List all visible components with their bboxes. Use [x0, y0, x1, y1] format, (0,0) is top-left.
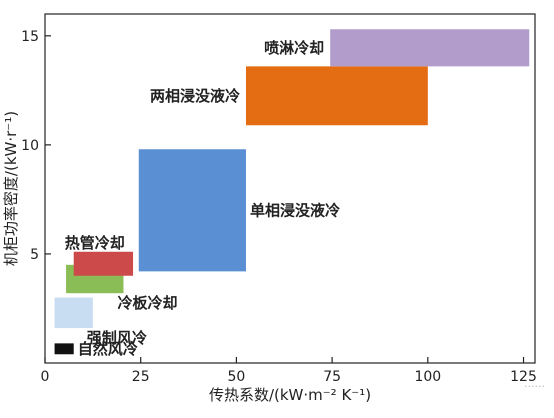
x-tick-label-0: 0 — [41, 369, 50, 385]
x-tick-label-3: 75 — [323, 369, 341, 385]
region-rect-1 — [54, 297, 93, 329]
region-label-4: 单相浸没液冷 — [250, 201, 340, 219]
x-tick-label-1: 25 — [132, 369, 150, 385]
region-label-0: 自然风冷 — [78, 340, 138, 358]
region-rect-4 — [138, 149, 246, 272]
x-tick-label-4: 100 — [414, 369, 441, 385]
axes-layer — [44, 13, 536, 364]
plot-frame — [44, 13, 536, 364]
y-tick-label-1: 10 — [21, 138, 39, 154]
watermark: ······ — [524, 380, 545, 393]
ticks-layer: 0 25 50 75 100 125 5 10 15 — [21, 29, 537, 385]
regions-layer — [54, 29, 530, 355]
region-rect-3 — [73, 251, 134, 276]
y-tick-label-0: 5 — [30, 247, 39, 263]
region-label-3: 热管冷却 — [65, 234, 125, 252]
region-label-5: 两相浸没液冷 — [150, 87, 240, 105]
region-rect-6 — [330, 29, 530, 67]
region-rect-5 — [245, 66, 428, 126]
x-axis-title: 传热系数/(kW·m⁻² K⁻¹) — [209, 386, 371, 404]
region-rect-0 — [54, 343, 74, 355]
y-axis-title: 机柜功率密度/(kW·r⁻¹) — [2, 111, 20, 266]
x-tick-label-2: 50 — [227, 369, 245, 385]
y-tick-label-2: 15 — [21, 29, 39, 45]
x-tick-label-5: 125 — [510, 369, 537, 385]
region-label-1: 强制风冷 — [87, 329, 147, 347]
region-label-2: 冷板冷却 — [117, 294, 177, 312]
region-label-6: 喷淋冷却 — [264, 39, 324, 57]
